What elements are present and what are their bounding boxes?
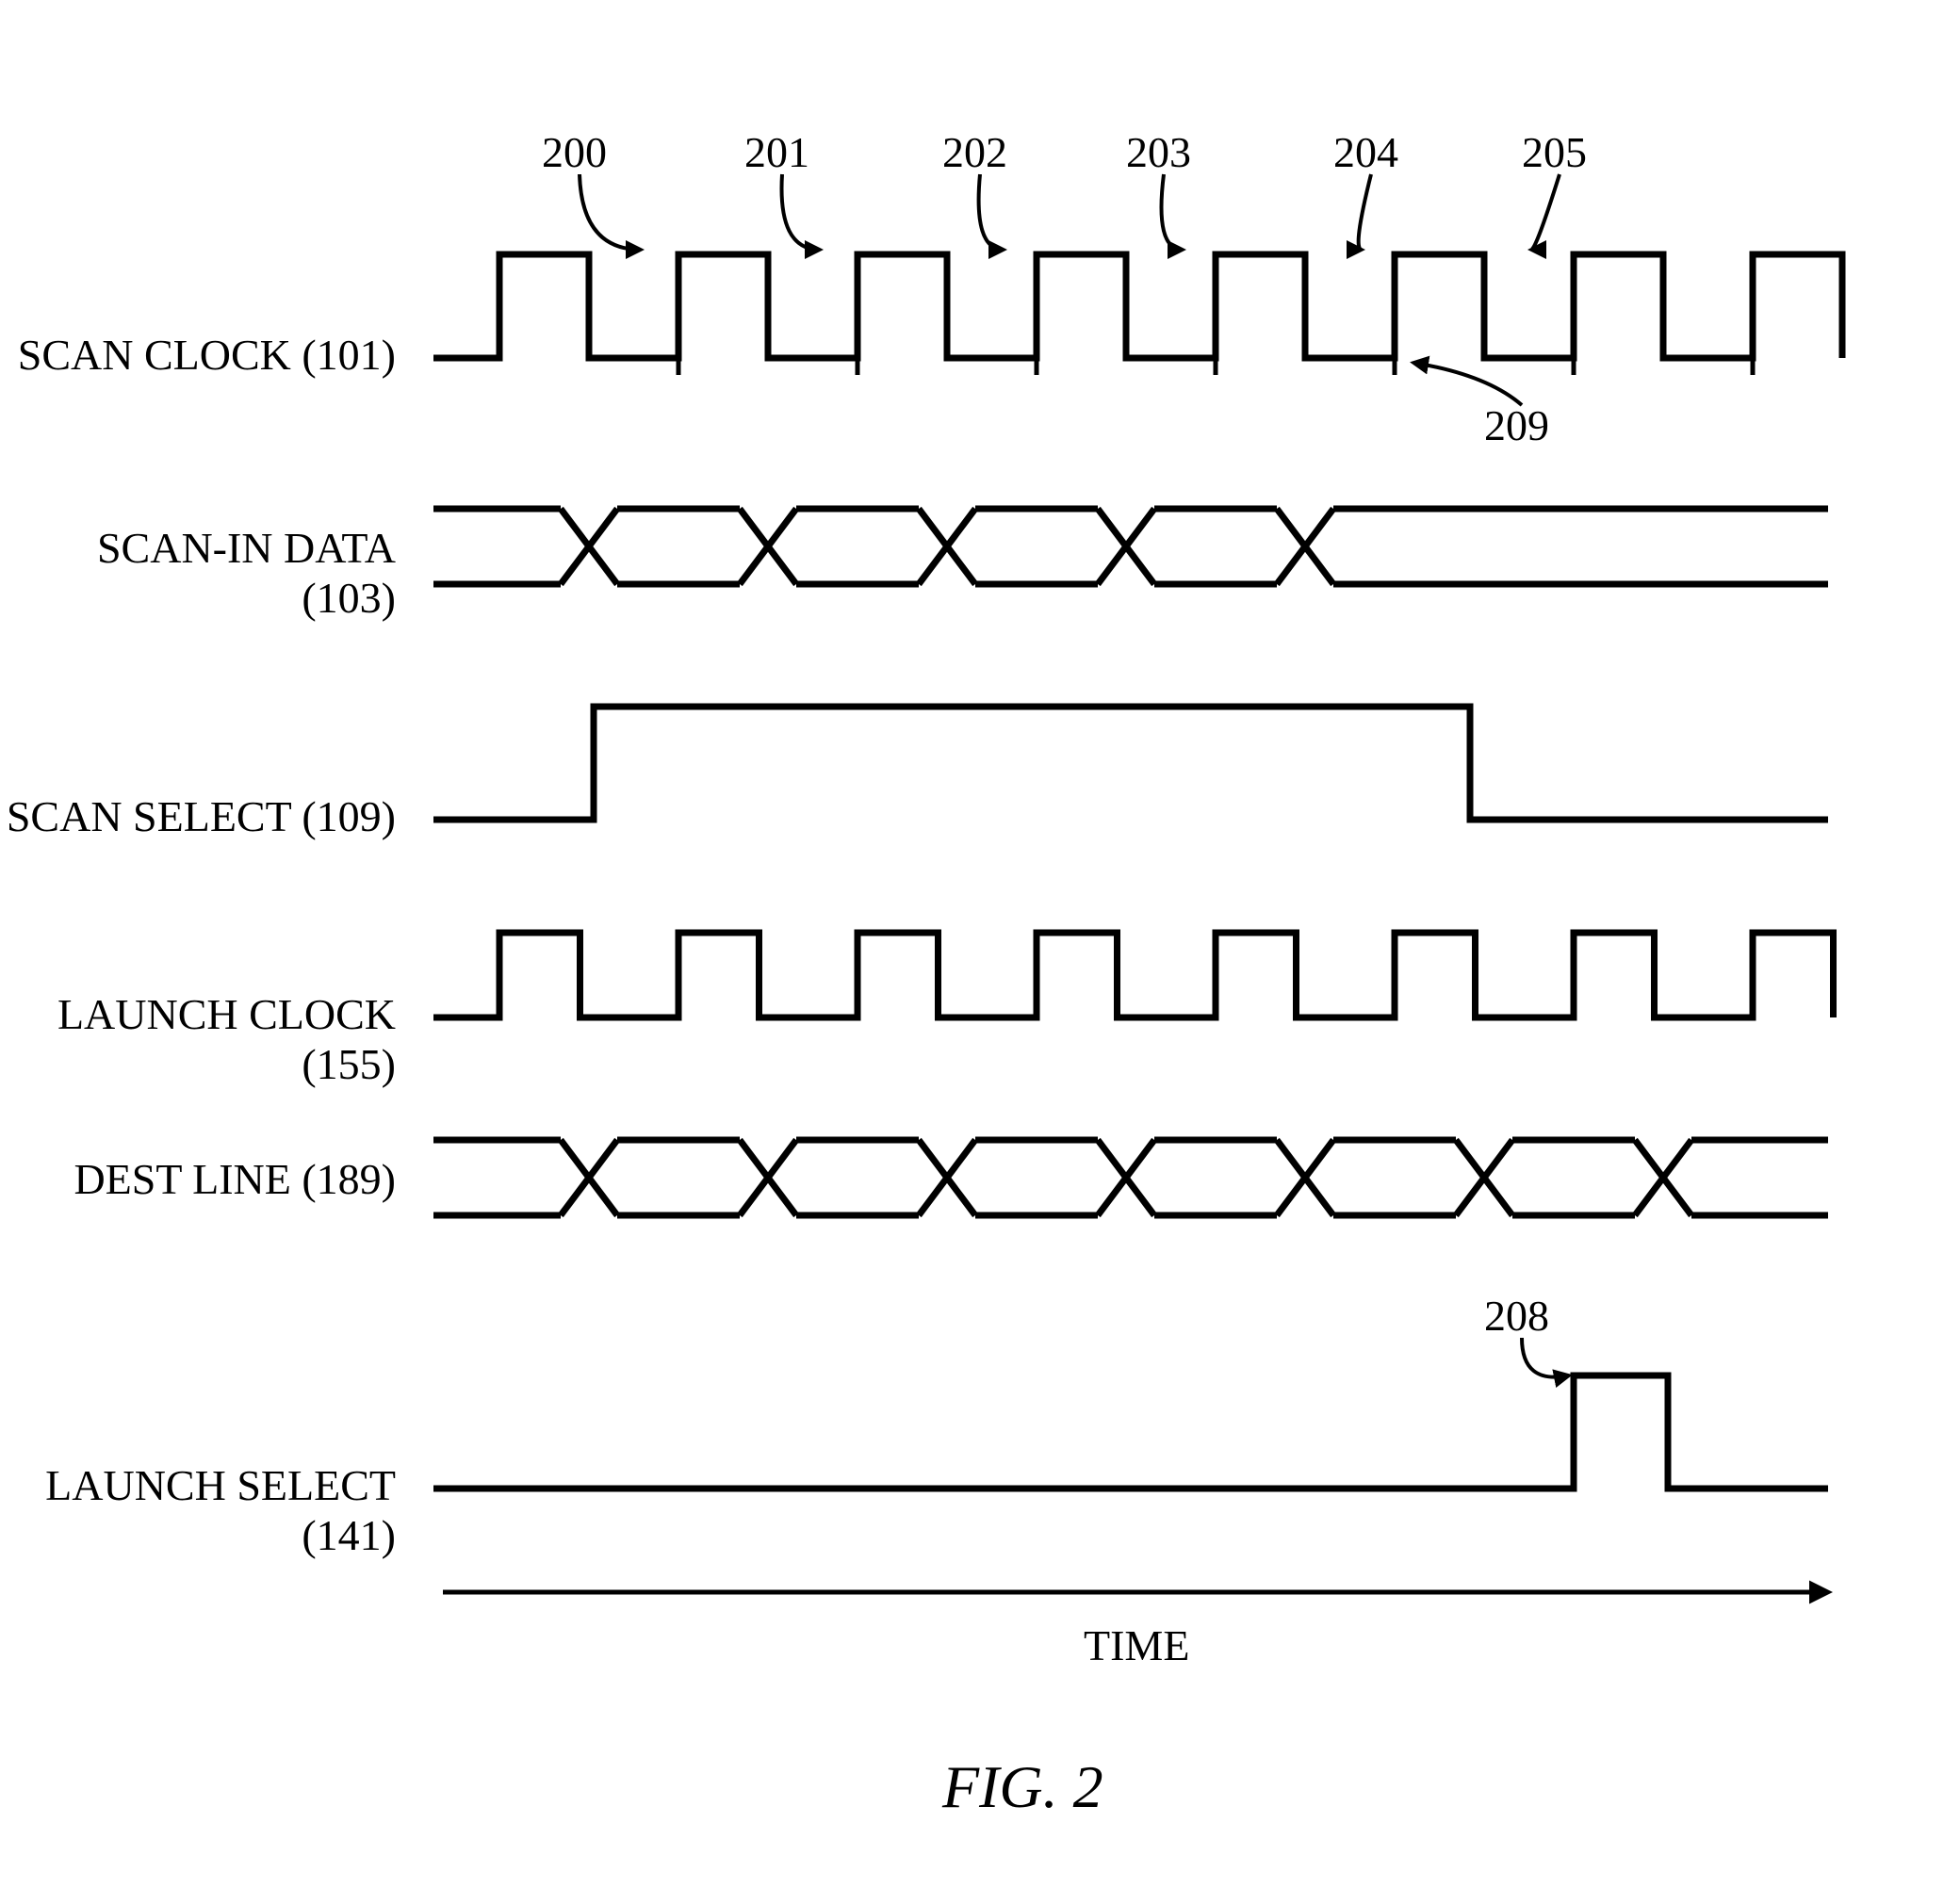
time-axis-label: TIME xyxy=(1084,1620,1189,1670)
callout-c203: 203 xyxy=(1126,127,1191,177)
callout-c205: 205 xyxy=(1522,127,1587,177)
callout-c204: 204 xyxy=(1333,127,1398,177)
timing-diagram-svg xyxy=(0,0,1960,1904)
signal-label-launch-clock: LAUNCH CLOCK (155) xyxy=(0,989,396,1089)
callout-c202: 202 xyxy=(942,127,1007,177)
page: SCAN CLOCK (101) SCAN-IN DATA (103) SCAN S… xyxy=(0,0,1960,1904)
signal-label-scan-clock: SCAN CLOCK (101) xyxy=(0,330,396,380)
signal-label-launch-select: LAUNCH SELECT (141) xyxy=(0,1460,396,1560)
callout-c200: 200 xyxy=(542,127,607,177)
callout-c208: 208 xyxy=(1484,1291,1549,1341)
signal-label-scan-in-data: SCAN-IN DATA (103) xyxy=(0,523,396,623)
signal-label-scan-select: SCAN SELECT (109) xyxy=(0,791,396,841)
callout-c201: 201 xyxy=(744,127,809,177)
callout-c209: 209 xyxy=(1484,400,1549,450)
figure-caption: FIG. 2 xyxy=(942,1752,1103,1822)
signal-label-dest-line: DEST LINE (189) xyxy=(0,1154,396,1204)
